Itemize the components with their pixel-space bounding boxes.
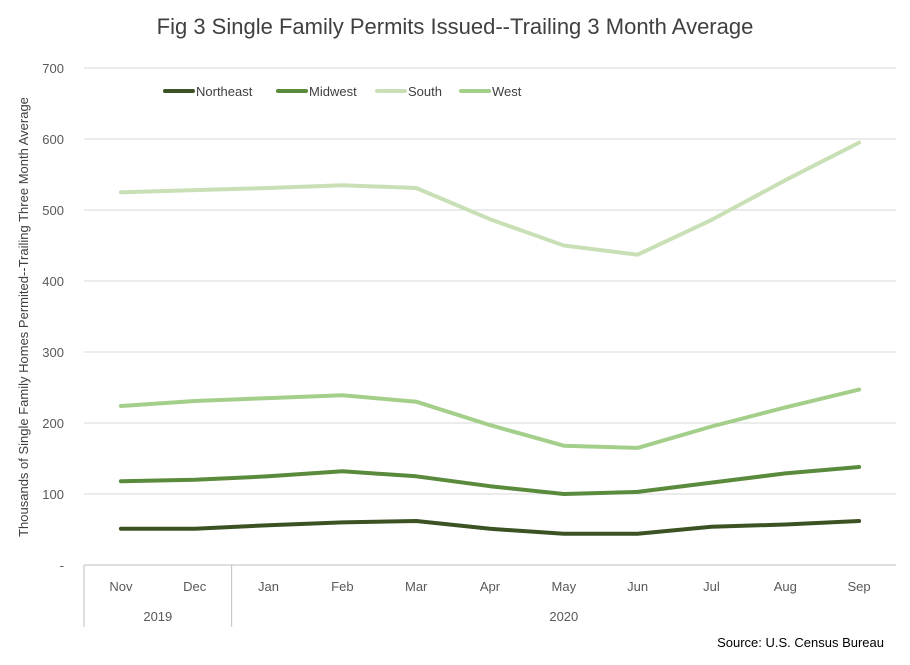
x-tick-label: Mar [405,579,428,594]
x-axis: Nov Dec Jan Feb Mar Apr May Jun Jul Aug Sep 2019 202… [83,564,896,627]
legend-label: Northeast [196,84,253,99]
series-line-midwest [118,465,862,496]
series-line-northeast [118,519,862,536]
y-tick-label: 600 [42,132,64,147]
x-tick-label: Nov [109,579,133,594]
x-tick-label: Aug [774,579,797,594]
y-axis-title: Thousands of Single Family Homes Permite… [16,97,31,537]
x-tick-label: Jun [627,579,648,594]
legend-label: West [492,84,522,99]
x-tick-label: May [552,579,577,594]
y-tick-label: - [60,558,64,573]
x-tick-label: Sep [848,579,871,594]
legend: Northeast Midwest South West [163,84,522,99]
y-tick-label: 300 [42,345,64,360]
x-group-label: 2020 [549,609,578,624]
y-tick-label: 200 [42,416,64,431]
y-tick-label: 500 [42,203,64,218]
series-lines [118,140,862,536]
x-tick-label: Apr [480,579,501,594]
chart-title: Fig 3 Single Family Permits Issued--Trai… [157,14,754,39]
gridlines [84,67,896,495]
x-tick-label: Dec [183,579,207,594]
legend-label: Midwest [309,84,357,99]
y-axis: - 100 200 300 400 500 600 700 [42,61,64,573]
series-line-west [118,387,862,450]
source-note: Source: U.S. Census Bureau [717,635,884,650]
y-tick-label: 700 [42,61,64,76]
legend-label: South [408,84,442,99]
y-tick-label: 400 [42,274,64,289]
y-tick-label: 100 [42,487,64,502]
series-line-south [118,140,862,257]
x-group-label: 2019 [143,609,172,624]
x-tick-label: Feb [331,579,353,594]
x-tick-label: Jul [703,579,720,594]
x-tick-label: Jan [258,579,279,594]
